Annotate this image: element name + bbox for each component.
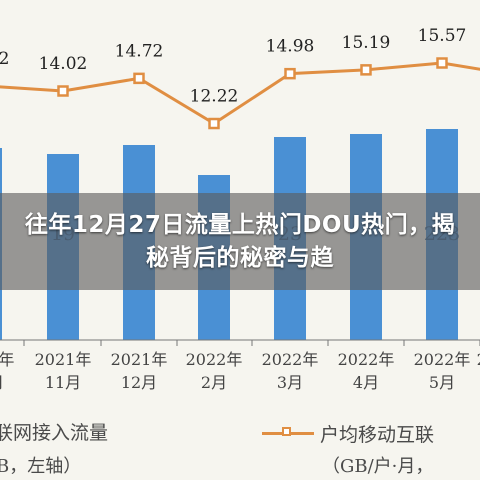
line-point	[133, 72, 145, 85]
x-tick-label-year: 2022年	[186, 350, 243, 369]
headline-title: 往年12月27日流量上热门DOU热门，揭秘背后的秘密与趋	[24, 211, 456, 271]
x-tick-label-year: 2022年	[414, 350, 471, 369]
line-value-label-partial: 2	[0, 49, 9, 69]
line-value-label: 14.98	[266, 37, 315, 57]
legend-line-marker-icon	[262, 426, 314, 436]
x-tick-label-month: 10月	[0, 373, 4, 392]
line-point	[436, 57, 448, 69]
x-tick-label-year: 2021年	[0, 350, 14, 369]
line-point	[208, 117, 220, 130]
headline-banner: 往年12月27日流量上热门DOU热门，揭秘背后的秘密与趋	[0, 193, 480, 290]
x-axis: 2021年 10月 2021年 11月 2021年 12月 2022年 2月 2022年 3月 20…	[0, 339, 480, 392]
x-tick-label-month: 4月	[353, 373, 379, 392]
x-tick-label-month: 2月	[201, 373, 227, 392]
line-value-label: 14.72	[115, 41, 164, 61]
legend-line-unit: （GB/户·月，	[322, 456, 434, 477]
x-tick-label-year: 2022年	[477, 350, 480, 369]
x-tick-label-month: 3月	[277, 373, 303, 392]
legend-line-label: 户均移动互联	[320, 423, 435, 446]
line-point	[57, 85, 69, 97]
x-tick-label-year: 2021年	[111, 350, 168, 369]
legend-line-series: 户均移动互联	[262, 418, 434, 448]
line-path	[0, 61, 480, 126]
x-tick-label-month: 5月	[429, 373, 455, 392]
legend-bar-series: 联网接入流量	[0, 422, 109, 444]
line-point	[284, 67, 296, 80]
line-point	[360, 64, 372, 76]
line-value-label: 12.22	[190, 87, 239, 107]
x-tick-label-year: 2022年	[262, 350, 319, 369]
line-value-label: 15.19	[342, 33, 391, 53]
legend-bar-unit: B，左轴）	[0, 456, 82, 477]
line-value-label: 14.02	[39, 54, 88, 74]
x-tick-label-year: 2021年	[35, 350, 92, 369]
line-series: 14.02 14.72 12.22 14.98 15.19 15.57 2	[0, 26, 480, 130]
line-value-label: 15.57	[418, 26, 467, 46]
x-tick-label-month: 11月	[45, 373, 81, 392]
x-tick-label-year: 2022年	[338, 350, 395, 369]
x-tick-label-month: 12月	[121, 373, 157, 392]
